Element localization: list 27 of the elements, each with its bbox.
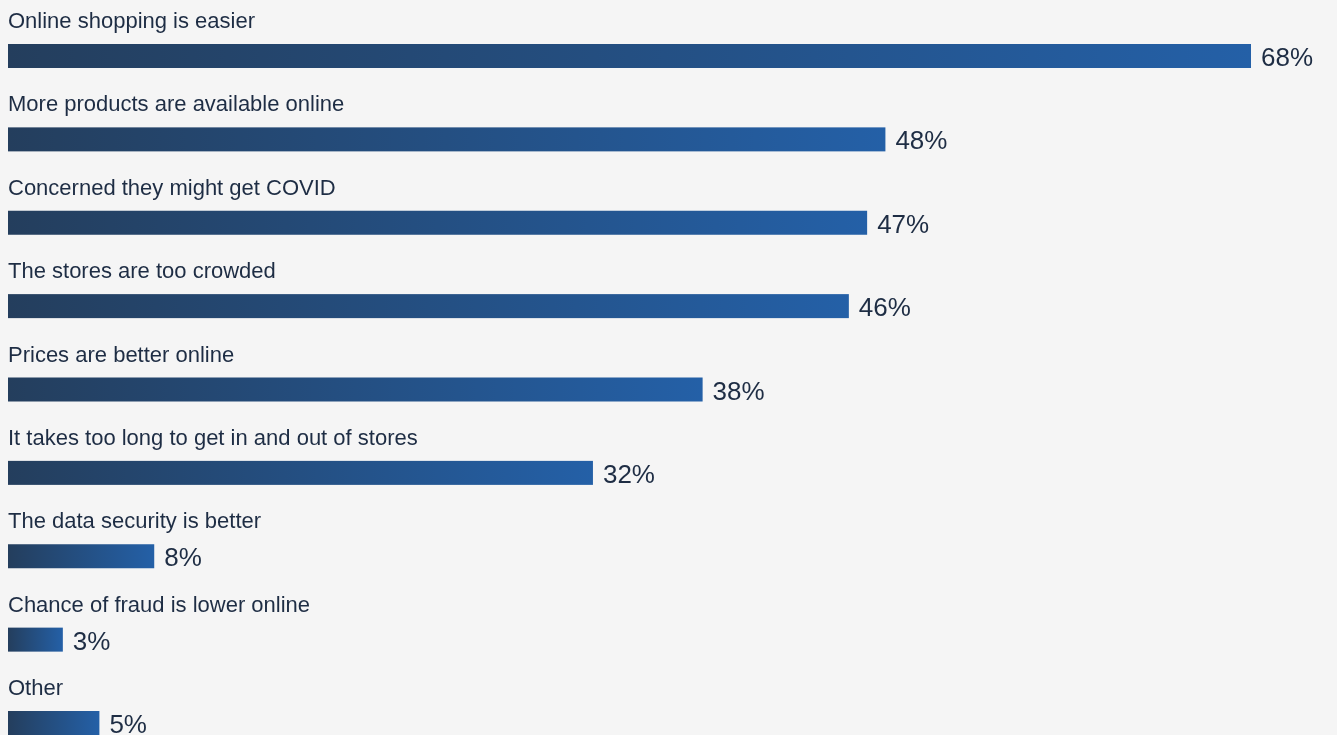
data-label: 48% — [895, 125, 948, 156]
y-tick-label: The stores are too crowded — [8, 258, 276, 284]
data-label: 38% — [712, 375, 765, 406]
bar — [8, 210, 868, 235]
bar — [8, 377, 703, 402]
y-tick-label: Online shopping is easier — [8, 8, 256, 33]
data-label: 8% — [164, 542, 202, 573]
bar — [8, 44, 1251, 68]
bar — [8, 460, 593, 485]
data-label: 32% — [602, 458, 655, 489]
y-tick-label: Other — [8, 675, 64, 700]
y-tick-label: Concerned they might get COVID — [8, 174, 336, 200]
data-label: 68% — [1261, 42, 1314, 72]
y-tick-label: The data security is better — [8, 508, 262, 534]
data-label: 47% — [877, 208, 930, 239]
y-tick-label: More products are available online — [8, 91, 345, 117]
bar — [8, 127, 886, 152]
data-label: 5% — [109, 709, 147, 735]
bar — [8, 544, 155, 569]
data-label: 3% — [72, 625, 111, 656]
y-tick-label: Prices are better online — [8, 341, 235, 367]
y-tick-label: It takes too long to get in and out of stores — [8, 424, 418, 450]
bar — [8, 711, 100, 735]
bar — [8, 294, 849, 319]
bar — [8, 627, 63, 652]
y-tick-label: Chance of fraud is lower online — [8, 591, 311, 617]
data-label: 46% — [858, 292, 911, 323]
